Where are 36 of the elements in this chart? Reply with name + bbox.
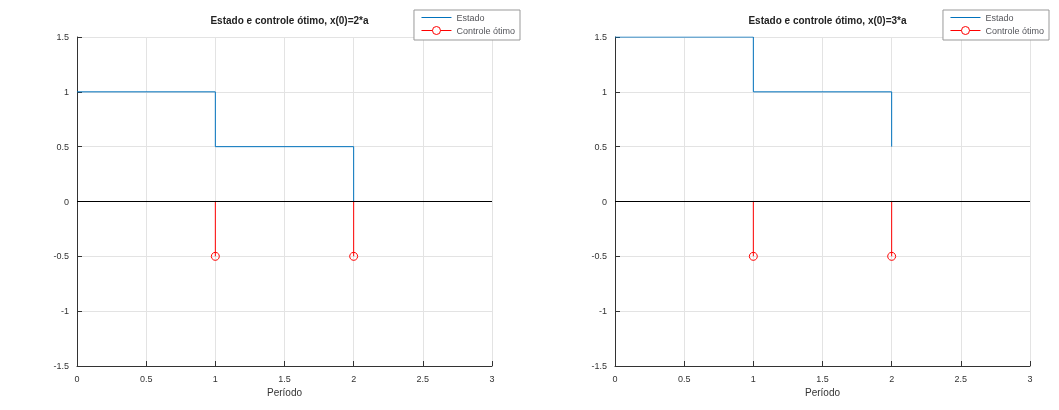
x-axis-title: Período [266,387,303,399]
legend-label: Controle ótimo [456,25,515,36]
x-tick-label: 2 [889,373,895,384]
x-tick-label: 1 [750,373,756,384]
x-tick-label: 3 [489,373,495,384]
y-tick-label: 0 [63,196,69,207]
y-tick-label: -1 [60,306,69,317]
y-tick-label: -0.5 [53,251,69,262]
chart-title: Estado e controle ótimo, x(0)=2*a [210,14,369,26]
chart-title: Estado e controle ótimo, x(0)=3*a [748,14,907,26]
x-tick-label: 0 [612,373,618,384]
y-tick-label: 0 [601,196,607,207]
x-tick-label: 1 [212,373,218,384]
y-tick-label: 1 [63,86,69,97]
y-tick-label: -1 [598,306,607,317]
x-tick-label: 2.5 [416,373,430,384]
x-tick-label: 0 [74,373,80,384]
legend-label: Controle ótimo [985,25,1044,36]
y-tick-label: 0.5 [594,141,607,152]
legend-label: Estado [985,12,1014,23]
x-tick-label: 1.5 [816,373,829,384]
y-tick-label: 1.5 [594,32,607,42]
x-axis-title: Período [804,387,841,399]
y-tick-label: -0.5 [591,251,607,262]
x-tick-label: 0.5 [139,373,153,384]
legend-label: Estado [456,12,485,23]
x-tick-label: 0.5 [677,373,691,384]
x-tick-label: 3 [1027,373,1033,384]
y-tick-label: 1.5 [56,32,69,42]
y-tick-label: -1.5 [53,361,69,371]
y-tick-label: -1.5 [591,361,607,371]
x-tick-label: 1.5 [278,373,291,384]
y-tick-label: 0.5 [56,141,69,152]
y-tick-label: 1 [601,86,607,97]
x-tick-label: 2.5 [954,373,968,384]
x-tick-label: 2 [351,373,357,384]
